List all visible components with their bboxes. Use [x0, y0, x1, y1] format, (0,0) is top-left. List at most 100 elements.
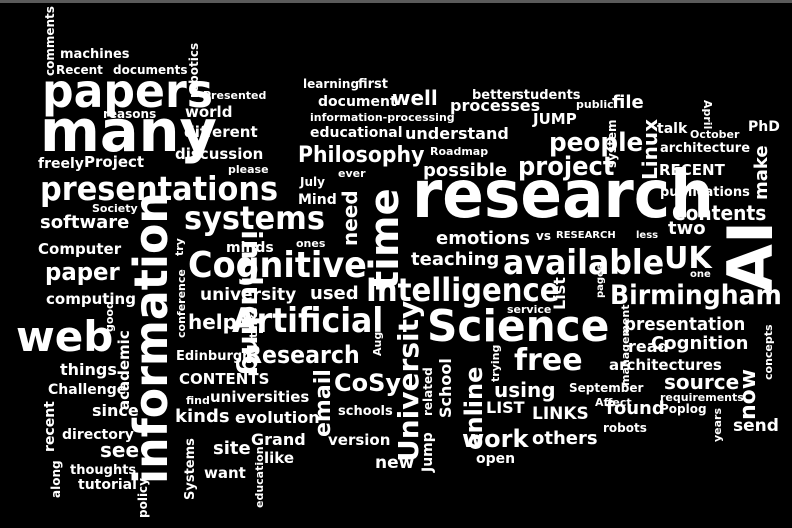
word-document: document [318, 94, 397, 110]
word-LINKS: LINKS [532, 404, 589, 424]
word-Challenge: Challenge [48, 382, 127, 398]
word-site: site [213, 438, 251, 459]
word-ever: ever [338, 167, 366, 180]
word-need: need [338, 190, 362, 246]
word-conference: conference [175, 269, 188, 338]
word-work: work [462, 425, 529, 453]
word-find: find [186, 394, 210, 407]
word-PhD: PhD [748, 119, 780, 135]
word-free: free [514, 343, 583, 378]
word-Artificial: Artificial [232, 301, 384, 341]
word-things: things [60, 360, 117, 379]
word-List: List [550, 277, 569, 310]
word-web: web [16, 312, 114, 361]
word-teaching: teaching [411, 249, 500, 270]
word-related: related [421, 367, 435, 416]
word-Intelligence: Intelligence [366, 271, 560, 309]
word-trying: trying [489, 344, 502, 382]
word-world: world [185, 103, 233, 121]
word-different: different [184, 123, 258, 141]
word-learning: learning [303, 77, 360, 91]
word-project: project [518, 152, 615, 182]
word-like: like [264, 449, 295, 467]
word-October: October [690, 128, 740, 141]
word-thoughts: thoughts [70, 463, 137, 478]
word-architectures: architectures [609, 356, 722, 374]
word-pages: pages [595, 264, 606, 298]
word-possible: possible [423, 160, 508, 181]
word-years: years [711, 407, 724, 442]
word-others: others [532, 428, 598, 449]
word-concepts: concepts [762, 324, 775, 380]
word-students: students [516, 88, 581, 103]
word-along: along [49, 460, 63, 498]
word-presentation: presentation [624, 314, 746, 335]
word-Grand: Grand [251, 430, 306, 449]
word-Project: Project [84, 153, 145, 171]
word-research: research [412, 156, 714, 233]
word-educational: educational [310, 125, 403, 141]
word-found: found [606, 398, 665, 419]
word-source: source [664, 370, 740, 394]
word-software: software [40, 212, 130, 233]
word-university: university [200, 285, 297, 305]
word-LIST: LIST [486, 398, 525, 417]
word-machines: machines [60, 47, 130, 62]
word-computing: computing [46, 290, 136, 308]
word-read: read [628, 337, 669, 356]
word-July: July [300, 175, 325, 189]
word-well: well [392, 86, 438, 110]
word-RECENT: RECENT [659, 161, 725, 179]
word-Research: Research [245, 341, 360, 369]
word-education: education [253, 446, 266, 508]
word-two: two [668, 218, 706, 239]
word-universities: universities [210, 388, 310, 406]
word-recent: recent [42, 401, 58, 452]
word-send: send [733, 416, 779, 436]
word-make: make [751, 145, 772, 200]
word-Recent: Recent [56, 63, 103, 77]
word-freely: freely [38, 156, 84, 172]
word-understand: understand [405, 124, 509, 143]
word-tutorial: tutorial [78, 477, 137, 493]
word-system: system [605, 119, 619, 169]
word-Birmingham: Birmingham [610, 280, 782, 311]
word-presentations: presentations [40, 169, 279, 208]
word-version: version [328, 431, 391, 449]
word-JUMP: JUMP [533, 110, 577, 128]
word-robots: robots [603, 421, 647, 435]
word-minds: minds [226, 240, 274, 256]
word-April: April [701, 100, 714, 130]
word-ones: ones [296, 237, 326, 250]
word-academic: academic [115, 330, 133, 410]
word-used: used [310, 283, 359, 304]
word-Roadmap: Roadmap [430, 145, 489, 158]
word-many: many [40, 97, 217, 165]
word-emotions: emotions [436, 228, 530, 249]
word-please: please [228, 163, 269, 176]
word-vs: vs [536, 229, 551, 243]
word-evolution: evolution [235, 408, 320, 427]
word-Presented: Presented [203, 89, 267, 102]
word-School: School [436, 358, 455, 418]
word-robotics: robotics [187, 42, 201, 98]
word-Jump: Jump [420, 432, 436, 472]
word-Poplog: Poplog [660, 402, 707, 416]
word-help: help [188, 310, 237, 334]
word-Computer: Computer [38, 240, 122, 258]
word-discussion: discussion [175, 145, 264, 163]
word-systems: systems [184, 199, 325, 237]
word-Affect: Affect [595, 396, 632, 409]
word-directory: directory [62, 427, 134, 443]
word-architecture: architecture [660, 141, 751, 156]
word-papers: papers [42, 64, 214, 118]
word-Mind: Mind [298, 192, 337, 208]
word-new: new [375, 453, 415, 473]
word-Society: Society [92, 202, 138, 215]
word-open: open [476, 451, 516, 467]
word-RESEARCH: RESEARCH [556, 230, 616, 241]
word-since: since [92, 401, 139, 420]
word-file: file [612, 92, 644, 113]
word-people: people [549, 128, 644, 158]
